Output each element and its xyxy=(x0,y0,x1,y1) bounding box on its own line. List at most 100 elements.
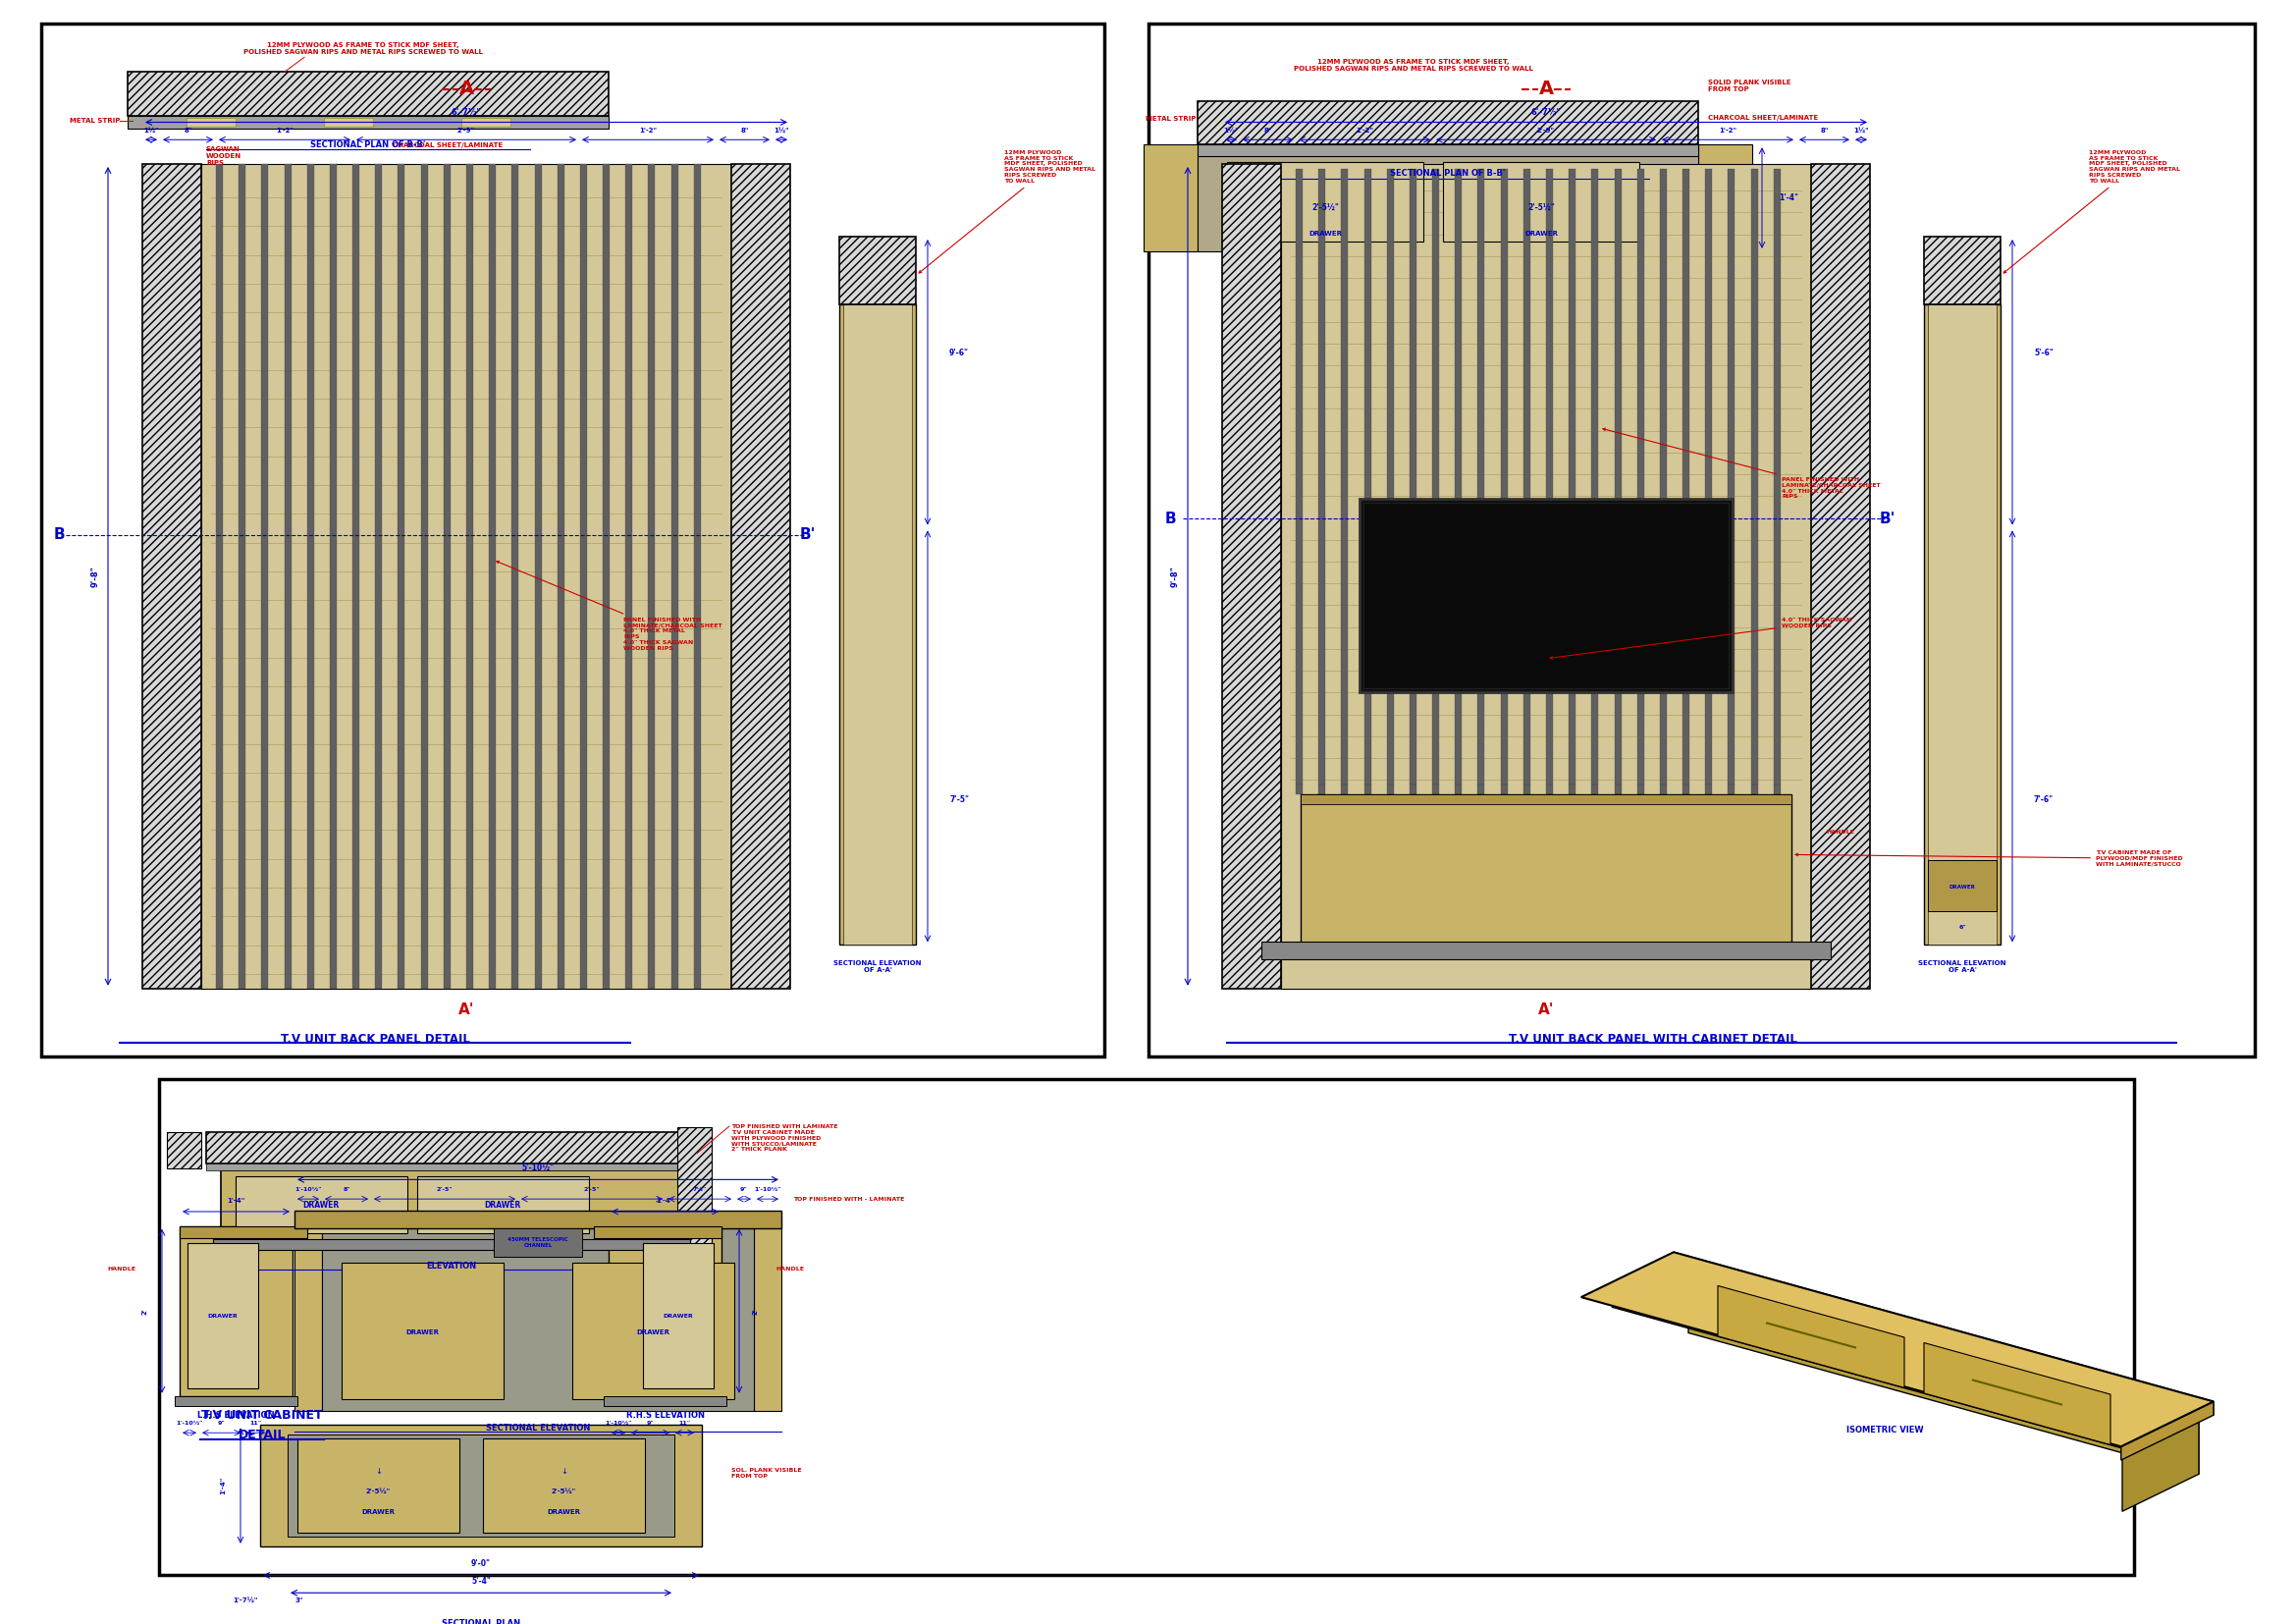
Text: HANDLE: HANDLE xyxy=(1825,830,1855,835)
Text: DRAWER: DRAWER xyxy=(363,1509,395,1515)
Bar xyxy=(397,164,404,989)
Text: 1'-4": 1'-4" xyxy=(657,1199,675,1203)
Bar xyxy=(1281,164,1812,989)
Bar xyxy=(354,164,360,989)
Bar xyxy=(1199,101,1699,145)
Text: 8": 8" xyxy=(342,1187,351,1192)
Polygon shape xyxy=(2122,1411,2200,1512)
Bar xyxy=(461,117,510,127)
Bar xyxy=(342,1263,503,1398)
Bar xyxy=(1522,784,1529,794)
Text: 7½": 7½" xyxy=(693,1187,707,1192)
Text: DRAWER: DRAWER xyxy=(1525,231,1557,237)
Bar xyxy=(1479,784,1486,794)
Bar xyxy=(1433,784,1440,794)
Bar xyxy=(259,1424,703,1546)
Text: 1'-2": 1'-2" xyxy=(638,128,657,133)
Text: 1'-2": 1'-2" xyxy=(276,128,294,133)
Text: SAGWAN
WOODEN
RIPS: SAGWAN WOODEN RIPS xyxy=(207,146,241,166)
Text: 2'-5½": 2'-5½" xyxy=(365,1489,390,1494)
Bar xyxy=(179,1226,308,1237)
Text: PANEL FINISHED WITH
LAMINATE/CHARCOAL SHEET
4.0" THICK METAL
RIPS: PANEL FINISHED WITH LAMINATE/CHARCOAL SH… xyxy=(1603,429,1880,499)
Polygon shape xyxy=(1582,1252,2213,1447)
Text: 9'-0": 9'-0" xyxy=(471,1559,491,1569)
Bar xyxy=(1614,784,1621,794)
Text: 1½": 1½" xyxy=(1224,128,1238,133)
Bar xyxy=(1387,784,1394,794)
Bar xyxy=(1410,169,1417,784)
Bar xyxy=(1752,784,1759,794)
Text: CHARCOAL SHEET/LAMINATE: CHARCOAL SHEET/LAMINATE xyxy=(1708,114,1818,120)
Text: 2'-9": 2'-9" xyxy=(1538,128,1554,133)
Bar xyxy=(1729,784,1736,794)
Bar xyxy=(677,1127,712,1244)
Bar xyxy=(216,164,223,989)
Bar xyxy=(214,1239,691,1250)
Bar xyxy=(670,164,677,989)
Text: 2': 2' xyxy=(753,1307,758,1314)
Polygon shape xyxy=(1717,1286,1903,1389)
Bar xyxy=(1221,164,1281,989)
Bar xyxy=(41,23,1104,1056)
Polygon shape xyxy=(2122,1402,2213,1460)
Bar xyxy=(1359,499,1733,692)
Bar xyxy=(1261,942,1830,960)
Bar xyxy=(129,115,608,128)
Bar xyxy=(843,305,912,945)
Text: 11": 11" xyxy=(680,1421,691,1426)
Text: ISOMETRIC VIEW: ISOMETRIC VIEW xyxy=(1846,1426,1924,1434)
Bar xyxy=(1341,169,1348,784)
Text: 8": 8" xyxy=(739,128,748,133)
Text: SOL. PLANK VISIBLE
FROM TOP: SOL. PLANK VISIBLE FROM TOP xyxy=(732,1468,801,1479)
Text: B': B' xyxy=(799,528,815,542)
Text: 6'-7½": 6'-7½" xyxy=(1531,109,1561,117)
Bar xyxy=(604,164,611,989)
Bar xyxy=(1545,169,1552,784)
Bar xyxy=(1729,169,1736,784)
Bar xyxy=(1568,784,1575,794)
Bar xyxy=(1300,794,1791,804)
Text: 1'-4": 1'-4" xyxy=(220,1476,225,1494)
Text: 2'-5½": 2'-5½" xyxy=(1311,203,1339,213)
Bar xyxy=(693,164,700,989)
Bar xyxy=(466,164,473,989)
Bar xyxy=(643,1242,714,1389)
Bar xyxy=(604,1397,726,1406)
Bar xyxy=(1410,784,1417,794)
Bar xyxy=(202,164,732,989)
Bar xyxy=(188,1242,257,1389)
Bar xyxy=(1442,162,1639,242)
Bar xyxy=(494,1228,583,1257)
Polygon shape xyxy=(1924,1343,2110,1445)
Text: METAL STRIP: METAL STRIP xyxy=(69,119,119,123)
Text: 9'-8": 9'-8" xyxy=(92,565,99,586)
Text: DRAWER: DRAWER xyxy=(636,1330,670,1337)
Bar xyxy=(1683,784,1690,794)
Text: A': A' xyxy=(459,1002,475,1017)
Bar xyxy=(1773,169,1779,784)
Text: 9": 9" xyxy=(218,1421,225,1426)
Text: SECTIONAL PLAN OF B-B': SECTIONAL PLAN OF B-B' xyxy=(1391,169,1506,179)
Bar xyxy=(1706,169,1713,784)
Text: TOP FINISHED WITH LAMINATE
T.V UNIT CABINET MADE
WITH PLYWOOD FINISHED
WITH STUC: TOP FINISHED WITH LAMINATE T.V UNIT CABI… xyxy=(732,1124,838,1151)
Text: ↓: ↓ xyxy=(374,1466,381,1476)
Bar xyxy=(1364,784,1371,794)
Bar xyxy=(1683,169,1690,784)
Text: 2'-9": 2'-9" xyxy=(457,128,475,133)
Bar xyxy=(558,164,565,989)
Text: PANEL FINISHED WITH
LAMINATE/CHARCOAL SHEET
4.0" THICK METAL
RIPS
4.0" THICK SAG: PANEL FINISHED WITH LAMINATE/CHARCOAL SH… xyxy=(496,560,723,651)
Text: 1'-7½": 1'-7½" xyxy=(232,1598,257,1603)
Bar xyxy=(129,71,608,115)
Text: ↓: ↓ xyxy=(560,1466,567,1476)
Bar xyxy=(294,1210,781,1228)
Text: T.V UNIT BACK PANEL DETAIL: T.V UNIT BACK PANEL DETAIL xyxy=(280,1033,471,1046)
Bar xyxy=(1502,169,1508,784)
Bar xyxy=(1318,784,1325,794)
Bar xyxy=(1300,794,1791,945)
Text: DRAWER: DRAWER xyxy=(484,1200,521,1210)
Text: 1'-2": 1'-2" xyxy=(1720,128,1736,133)
Bar xyxy=(840,237,916,305)
Text: DRAWER: DRAWER xyxy=(1309,231,1341,237)
Bar xyxy=(168,1132,202,1168)
Text: 12MM PLYWOOD
AS FRAME TO STICK
MDF SHEET, POLISHED
SAGWAN RIPS AND METAL
RIPS SC: 12MM PLYWOOD AS FRAME TO STICK MDF SHEET… xyxy=(918,149,1095,273)
